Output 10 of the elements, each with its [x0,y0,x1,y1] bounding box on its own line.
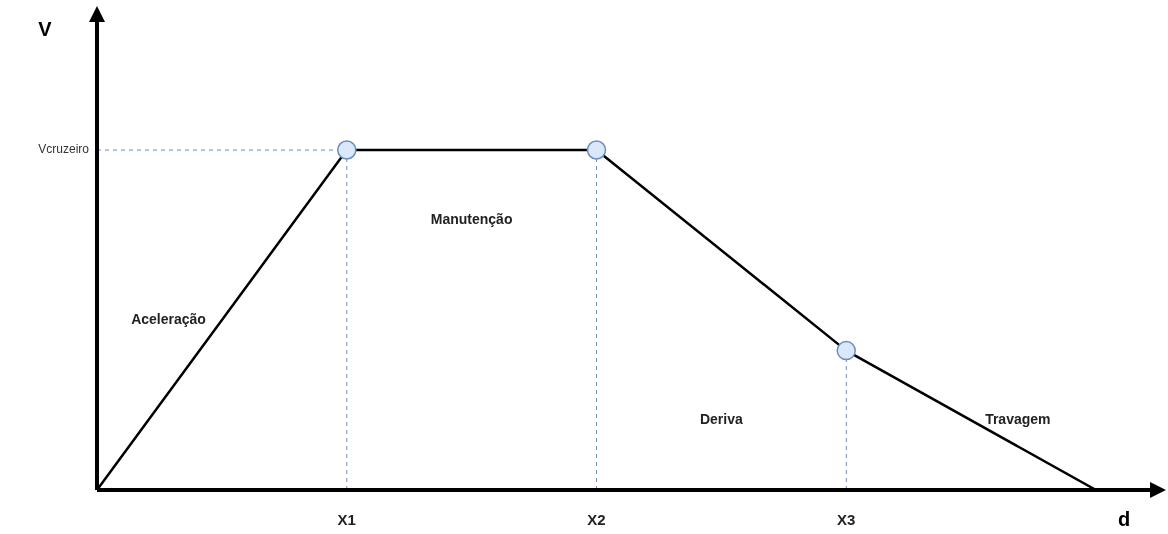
x-tick-label: X3 [837,511,856,529]
x-tick-label: X2 [587,511,606,529]
annotation: Deriva [699,411,743,428]
annotation: Manutenção [430,210,513,227]
x-axis-title: d [1117,507,1131,530]
annotation: Travagem [985,411,1051,428]
annotation: Aceleração [131,310,206,327]
ref-line-label: Vcruzeiro [38,142,90,157]
x-tick-label: X1 [337,511,356,529]
text: V [38,17,53,40]
